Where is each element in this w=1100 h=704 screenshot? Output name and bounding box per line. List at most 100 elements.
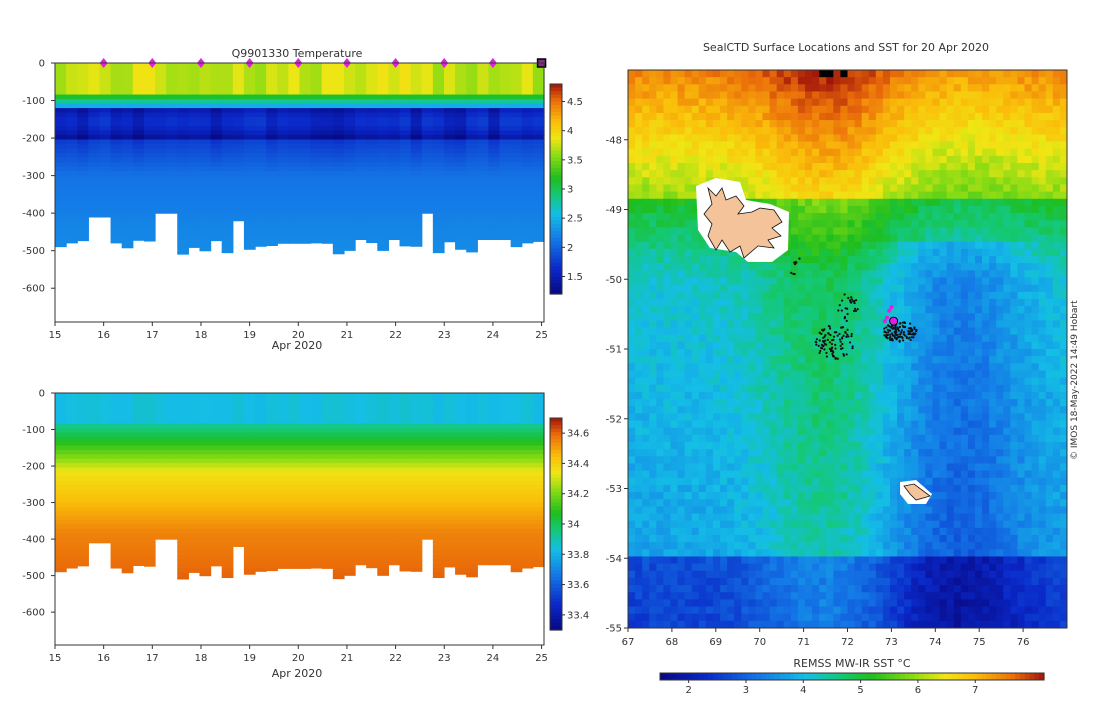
section-cell	[88, 393, 100, 398]
section-cell	[77, 122, 89, 127]
section-cell	[155, 108, 167, 113]
section-cell	[344, 68, 356, 73]
sst-cell	[734, 127, 742, 135]
section-cell	[322, 153, 334, 158]
section-cell	[400, 162, 412, 167]
section-cell	[533, 239, 545, 242]
section-cell	[433, 424, 445, 429]
section-cell	[455, 99, 467, 104]
section-cell	[88, 494, 100, 499]
sst-cell	[1039, 91, 1047, 99]
sst-cell	[1017, 120, 1025, 128]
section-cell	[99, 167, 111, 172]
sst-cell	[656, 170, 664, 178]
sst-cell	[635, 184, 643, 192]
sst-cell	[628, 70, 636, 78]
sst-cell	[869, 77, 877, 85]
section-cell	[311, 122, 323, 127]
section-cell	[355, 72, 367, 77]
sst-cell	[642, 77, 650, 85]
section-cell	[144, 437, 156, 442]
sst-cell	[784, 99, 792, 107]
section-cell	[211, 171, 223, 176]
section-cell	[177, 516, 189, 521]
sst-cell	[678, 99, 686, 107]
section-cell	[366, 72, 378, 77]
section-cell	[533, 560, 545, 565]
sst-cell	[982, 134, 990, 142]
section-cell	[155, 126, 167, 131]
section-cell	[55, 149, 67, 154]
section-cell	[455, 538, 467, 543]
section-cell	[155, 485, 167, 490]
section-cell	[500, 481, 512, 486]
sst-cell	[989, 184, 997, 192]
section-cell	[322, 239, 334, 244]
section-cell	[188, 503, 200, 508]
section-cell	[377, 551, 389, 556]
sst-cell	[1003, 163, 1011, 171]
sst-cell	[777, 163, 785, 171]
section-cell	[66, 149, 78, 154]
section-cell	[500, 117, 512, 122]
section-cell	[99, 393, 111, 398]
section-cell	[177, 397, 189, 402]
section-cell	[455, 564, 467, 569]
section-cell	[500, 207, 512, 212]
sst-cell	[1003, 170, 1011, 178]
section-cell	[244, 568, 256, 573]
sst-cell	[961, 199, 969, 207]
colorbar-segment	[550, 443, 562, 447]
sst-cell	[748, 142, 756, 150]
section-cell	[477, 454, 489, 459]
section-cell	[111, 406, 123, 411]
section-cell	[355, 459, 367, 464]
section-cell	[177, 577, 189, 579]
sst-cell	[685, 91, 693, 99]
sst-cell	[1010, 99, 1018, 107]
section-cell	[111, 216, 123, 221]
section-cell	[166, 397, 178, 402]
section-cell	[322, 221, 334, 226]
sst-cell	[840, 120, 848, 128]
sst-cell	[798, 149, 806, 157]
section-cell	[277, 72, 289, 77]
section-cell	[177, 63, 189, 68]
sst-cell	[819, 149, 827, 157]
section-cell	[66, 472, 78, 477]
section-cell	[133, 68, 145, 73]
section-cell	[333, 520, 345, 525]
section-cell	[66, 485, 78, 490]
sst-cell	[989, 142, 997, 150]
section-cell	[511, 72, 523, 77]
colorbar-segment	[550, 545, 562, 549]
sst-cell	[1053, 106, 1061, 114]
section-cell	[444, 529, 456, 534]
sst-cell	[989, 149, 997, 157]
section-cell	[88, 476, 100, 481]
section-cell	[255, 498, 267, 503]
section-cell	[133, 406, 145, 411]
section-cell	[277, 122, 289, 127]
section-cell	[155, 86, 167, 91]
section-cell	[377, 167, 389, 172]
section-cell	[355, 415, 367, 420]
section-cell	[177, 511, 189, 516]
sst-cell	[663, 70, 671, 78]
section-cell	[500, 463, 512, 468]
section-cell	[222, 573, 234, 578]
sst-cell	[1053, 120, 1061, 128]
sst-cell	[862, 142, 870, 150]
sst-cell	[692, 106, 700, 114]
section-cell	[411, 546, 423, 551]
section-cell	[433, 402, 445, 407]
section-cell	[322, 167, 334, 172]
section-cell	[433, 432, 445, 437]
section-cell	[222, 149, 234, 154]
sst-cell	[989, 99, 997, 107]
section-cell	[222, 234, 234, 239]
colorbar-segment	[550, 535, 562, 539]
section-cell	[66, 77, 78, 82]
y-tick-label: -300	[22, 498, 45, 509]
sst-cell	[862, 77, 870, 85]
